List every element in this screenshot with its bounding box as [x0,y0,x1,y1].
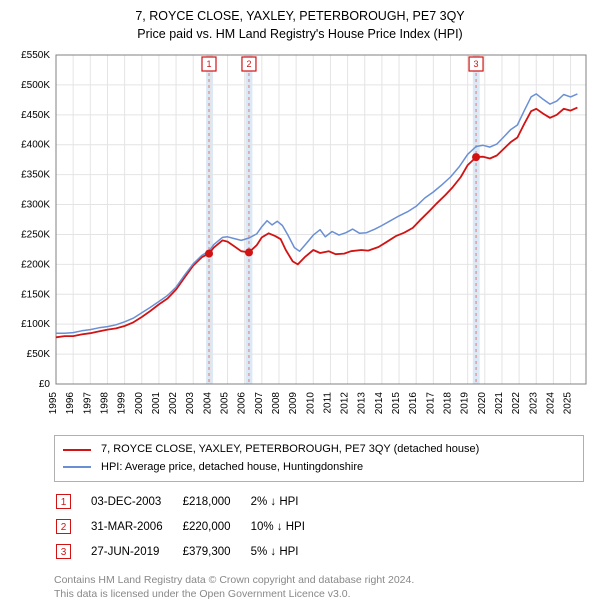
svg-text:2010: 2010 [305,392,316,415]
svg-text:2024: 2024 [545,392,556,415]
disclaimer-line-2: This data is licensed under the Open Gov… [54,587,584,601]
marker-date: 27-JUN-2019 [91,540,181,563]
svg-text:2016: 2016 [408,392,419,415]
svg-text:2004: 2004 [202,392,213,415]
svg-text:2008: 2008 [271,392,282,415]
svg-text:£550K: £550K [21,50,50,61]
marker-delta: 5% ↓ HPI [251,540,323,563]
legend-label-hpi: HPI: Average price, detached house, Hunt… [101,459,363,477]
svg-text:2025: 2025 [563,392,574,415]
legend-row-hpi: HPI: Average price, detached house, Hunt… [63,459,575,477]
svg-text:1996: 1996 [65,392,76,415]
marker-number: 2 [56,519,71,534]
svg-text:2017: 2017 [425,392,436,415]
svg-text:2005: 2005 [220,392,231,415]
svg-text:2: 2 [246,59,251,69]
svg-text:2015: 2015 [391,392,402,415]
title-line-2: Price paid vs. HM Land Registry's House … [6,26,594,44]
price-chart: £0 £50K £100K £150K £200K £250K £300K £350K £400… [6,49,594,429]
chart-title-block: 7, ROYCE CLOSE, YAXLEY, PETERBOROUGH, PE… [6,8,594,43]
svg-text:£350K: £350K [21,170,50,181]
marker-price: £379,300 [183,540,249,563]
svg-text:£450K: £450K [21,110,50,121]
marker-delta: 2% ↓ HPI [251,490,323,513]
legend-swatch-property [63,449,91,451]
svg-text:£500K: £500K [21,80,50,91]
marker-price: £218,000 [183,490,249,513]
legend: 7, ROYCE CLOSE, YAXLEY, PETERBOROUGH, PE… [54,435,584,482]
svg-text:2019: 2019 [460,392,471,415]
marker-date: 31-MAR-2006 [91,515,181,538]
svg-text:£400K: £400K [21,140,50,151]
svg-text:£300K: £300K [21,200,50,211]
marker-number: 1 [56,494,71,509]
svg-text:2009: 2009 [288,392,299,415]
marker-price: £220,000 [183,515,249,538]
svg-text:£200K: £200K [21,259,50,270]
svg-text:2022: 2022 [511,392,522,415]
svg-text:£250K: £250K [21,229,50,240]
svg-text:1999: 1999 [117,392,128,415]
svg-text:£50K: £50K [27,349,51,360]
marker-row: 1 03-DEC-2003£218,0002% ↓ HPI [56,490,323,513]
svg-text:2013: 2013 [357,392,368,415]
svg-text:2001: 2001 [151,392,162,415]
svg-text:3: 3 [474,59,479,69]
svg-text:2012: 2012 [340,392,351,415]
marker-number: 3 [56,544,71,559]
svg-text:2000: 2000 [134,392,145,415]
svg-text:1997: 1997 [82,392,93,415]
legend-label-property: 7, ROYCE CLOSE, YAXLEY, PETERBOROUGH, PE… [101,441,479,459]
marker-row: 3 27-JUN-2019£379,3005% ↓ HPI [56,540,323,563]
svg-text:1995: 1995 [48,392,59,415]
svg-text:2023: 2023 [528,392,539,415]
svg-text:£0: £0 [39,379,51,390]
title-line-1: 7, ROYCE CLOSE, YAXLEY, PETERBOROUGH, PE… [6,8,594,26]
svg-text:2021: 2021 [494,392,505,415]
svg-text:2002: 2002 [168,392,179,415]
markers-table: 1 03-DEC-2003£218,0002% ↓ HPI 2 31-MAR-2006… [54,488,325,565]
marker-date: 03-DEC-2003 [91,490,181,513]
disclaimer: Contains HM Land Registry data © Crown c… [54,573,584,601]
svg-text:2007: 2007 [254,392,265,415]
svg-text:2014: 2014 [374,392,385,415]
svg-text:£100K: £100K [21,319,50,330]
svg-text:2011: 2011 [322,392,333,414]
legend-swatch-hpi [63,466,91,468]
svg-text:2020: 2020 [477,392,488,415]
svg-text:£150K: £150K [21,289,50,300]
marker-row: 2 31-MAR-2006£220,00010% ↓ HPI [56,515,323,538]
svg-text:2003: 2003 [185,392,196,415]
svg-text:1998: 1998 [99,392,110,415]
svg-text:2018: 2018 [442,392,453,415]
svg-text:1: 1 [206,59,211,69]
marker-delta: 10% ↓ HPI [251,515,323,538]
disclaimer-line-1: Contains HM Land Registry data © Crown c… [54,573,584,587]
legend-row-property: 7, ROYCE CLOSE, YAXLEY, PETERBOROUGH, PE… [63,441,575,459]
svg-text:2006: 2006 [237,392,248,415]
